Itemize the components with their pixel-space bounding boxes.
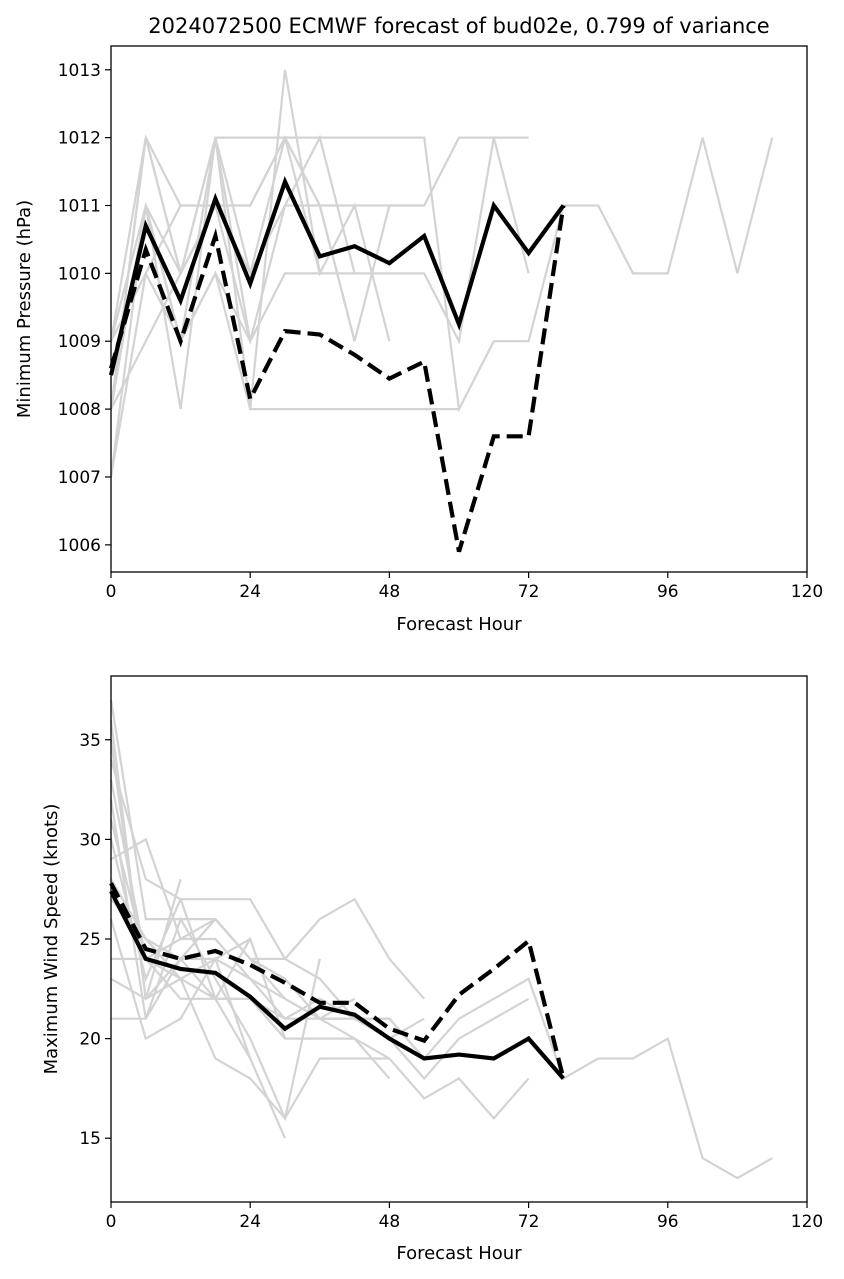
pressure-plot-frame [110, 45, 808, 573]
wind-x-tick-label: 96 [657, 1212, 679, 1232]
pressure-x-tick-label: 48 [379, 582, 401, 602]
pressure-y-tick-label: 1010 [58, 264, 101, 284]
pressure-ensemble-line-8 [109, 136, 774, 413]
wind-dashed-series-line [109, 882, 566, 1080]
pressure-y-axis-label: Minimum Pressure (hPa) [14, 200, 35, 418]
wind-y-tick-label: 35 [79, 731, 101, 751]
wind-x-tick-label: 48 [379, 1212, 401, 1232]
chart-title: 2024072500 ECMWF forecast of bud02e, 0.7… [148, 14, 769, 38]
pressure-ensemble-line-9 [109, 135, 529, 410]
wind-x-tick-label: 72 [518, 1212, 540, 1232]
wind-plot-frame [110, 675, 808, 1203]
pressure-x-tick-label: 72 [518, 582, 540, 602]
wind-x-tick-label: 0 [106, 1212, 117, 1232]
wind-x-tick-label: 24 [239, 1212, 261, 1232]
pressure-x-tick-label: 24 [239, 582, 261, 602]
wind-x-axis-label: Forecast Hour [396, 1243, 522, 1264]
pressure-dashed-series-line [108, 205, 566, 553]
wind-ensemble-line-11 [111, 957, 390, 1121]
pressure-ensemble-line-7 [109, 204, 356, 478]
pressure-x-axis-label: Forecast Hour [396, 614, 522, 635]
pressure-y-tick-label: 1012 [58, 129, 101, 149]
wind-solid-series-line [109, 890, 565, 1080]
pressure-y-tick-label: 1009 [58, 332, 101, 352]
wind-y-tick-label: 30 [79, 830, 101, 850]
pressure-ensemble-line-5 [110, 270, 459, 411]
pressure-y-tick-label: 1007 [58, 468, 101, 488]
pressure-y-tick-label: 1011 [58, 196, 101, 216]
wind-y-tick-label: 20 [79, 1030, 101, 1050]
pressure-solid-series-line [108, 176, 566, 376]
wind-y-tick-label: 25 [79, 930, 101, 950]
pressure-x-tick-label: 120 [791, 582, 823, 602]
pressure-panel: 2024072500 ECMWF forecast of bud02e, 0.7… [14, 14, 823, 635]
pressure-y-tick-label: 1008 [58, 400, 101, 420]
pressure-x-tick-label: 96 [657, 582, 679, 602]
wind-ensemble-line-12 [109, 719, 182, 1000]
wind-panel: 0 24 48 72 96 120 15 20 25 30 35 Forecast Hour Max… [41, 675, 823, 1264]
wind-ensemble-line-7 [109, 918, 252, 1059]
wind-ensemble-line-4 [109, 819, 426, 1060]
wind-x-tick-label: 120 [791, 1212, 823, 1232]
wind-ensemble-line-13 [111, 936, 287, 1039]
pressure-x-tick-label: 0 [106, 582, 117, 602]
wind-ensemble-line-0 [109, 699, 426, 1000]
pressure-y-tick-label: 1013 [58, 61, 101, 81]
pressure-y-tick-label: 1006 [58, 536, 101, 556]
wind-y-tick-label: 15 [79, 1129, 101, 1149]
wind-y-axis-label: Maximum Wind Speed (knots) [41, 804, 62, 1075]
